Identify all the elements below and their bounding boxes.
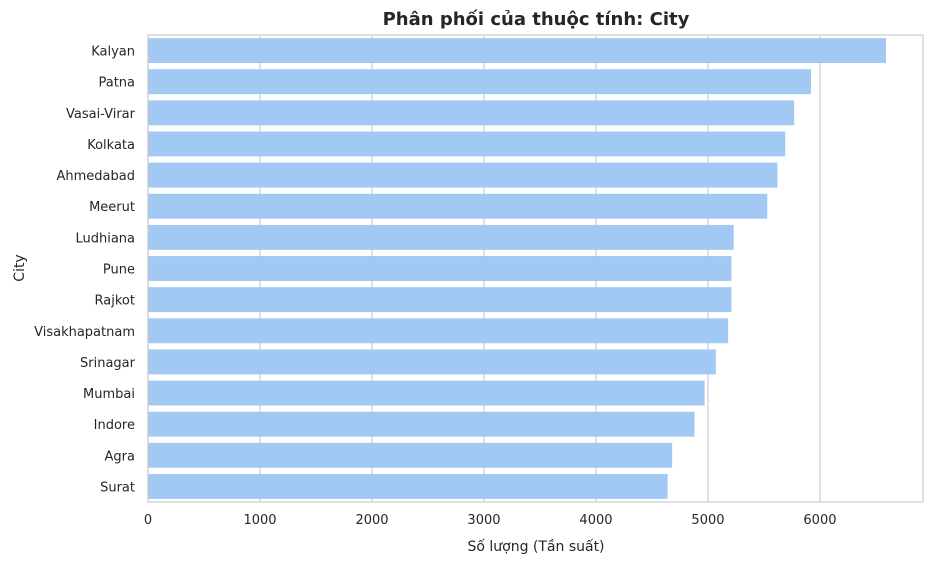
y-tick-label: Ahmedabad: [57, 169, 135, 184]
bar-pune: [148, 256, 732, 281]
y-tick-label: Vasai-Virar: [66, 107, 136, 122]
y-tick-label: Ludhiana: [75, 231, 135, 246]
y-tick-label: Mumbai: [83, 387, 135, 402]
y-tick-label: Agra: [105, 449, 135, 464]
x-tick-label: 5000: [691, 513, 724, 528]
bar-kalyan: [148, 38, 887, 64]
x-tick-label: 6000: [803, 513, 836, 528]
y-tick-label: Srinagar: [80, 356, 136, 371]
y-tick-label: Rajkot: [95, 294, 135, 309]
bar-indore: [148, 411, 695, 437]
bar-surat: [148, 473, 668, 499]
bar-ludhiana: [148, 224, 734, 250]
bars: [148, 38, 887, 499]
bar-vasai-virar: [148, 100, 795, 126]
chart-title: Phân phối của thuộc tính: City: [383, 9, 690, 30]
y-tick-label: Indore: [94, 418, 135, 433]
y-tick-label: Visakhapatnam: [34, 325, 135, 340]
bar-visakhapatnam: [148, 318, 729, 344]
y-tick-label: Pune: [103, 263, 135, 278]
bar-meerut: [148, 193, 768, 219]
bar-ahmedabad: [148, 162, 778, 188]
y-tick-label: Patna: [98, 76, 135, 91]
plot-frame: [147, 34, 924, 503]
y-tick-labels: Kalyan Patna Vasai-Virar Kolkata Ahmedabad Me…: [34, 45, 136, 496]
x-tick-label: 3000: [467, 513, 500, 528]
y-tick-label: Surat: [100, 480, 135, 495]
y-axis-label: City: [12, 254, 28, 281]
x-tick-label: 4000: [579, 513, 612, 528]
x-axis-label: Số lượng (Tần suất): [467, 538, 604, 555]
x-tick-label: 2000: [355, 513, 388, 528]
bar-agra: [148, 442, 673, 468]
y-tick-label: Meerut: [89, 200, 135, 215]
y-tick-label: Kolkata: [87, 138, 135, 153]
x-tick-labels: 0 1000 2000 3000 4000 5000 6000: [144, 513, 837, 528]
bar-patna: [148, 69, 812, 95]
bar-rajkot: [148, 287, 732, 313]
bar-srinagar: [148, 349, 716, 375]
bar-mumbai: [148, 380, 705, 406]
y-tick-label: Kalyan: [91, 45, 135, 60]
x-tick-label: 0: [144, 513, 152, 528]
x-tick-label: 1000: [243, 513, 276, 528]
bar-kolkata: [148, 131, 786, 157]
